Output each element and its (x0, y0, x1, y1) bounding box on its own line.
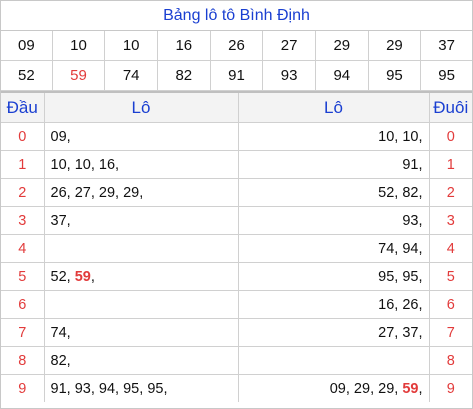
lo-left-cell: 26, 27, 29, 29, (44, 178, 239, 207)
loto-row: 0 09, 10, 10, 0 (1, 122, 472, 151)
lo-right-cell: 52, 82, (238, 178, 430, 207)
dau-cell: 4 (1, 234, 45, 263)
prize-number: 10 (104, 31, 158, 61)
prize-number: 10 (52, 31, 106, 61)
prize-number: 95 (368, 60, 422, 91)
board-title: Bảng lô tô Bình Định (1, 1, 472, 31)
lo-left-cell: 09, (44, 122, 239, 151)
lo-right-cell (238, 346, 430, 375)
duoi-cell: 3 (429, 206, 472, 235)
lo-right-cell: 74, 94, (238, 234, 430, 263)
loto-table: Đầu Lô Lô Đuôi 0 09, 10, 10, 0 1 10, 10, 16, 9… (1, 91, 472, 402)
loto-row: 3 37, 93, 3 (1, 206, 472, 235)
header-lo-left: Lô (44, 92, 239, 123)
duoi-cell: 7 (429, 318, 472, 347)
duoi-cell: 4 (429, 234, 472, 263)
lo-right-cell: 93, (238, 206, 430, 235)
loto-header-row: Đầu Lô Lô Đuôi (1, 92, 472, 123)
dau-cell: 8 (1, 346, 45, 375)
prize-number: 52 (1, 60, 53, 91)
dau-cell: 6 (1, 290, 45, 319)
prize-number: 37 (420, 31, 472, 61)
loto-row: 7 74, 27, 37, 7 (1, 318, 472, 347)
prize-number: 16 (157, 31, 211, 61)
lo-right-cell: 27, 37, (238, 318, 430, 347)
header-duoi: Đuôi (429, 92, 472, 123)
duoi-cell: 5 (429, 262, 472, 291)
dau-cell: 3 (1, 206, 45, 235)
header-dau: Đầu (1, 92, 45, 123)
highlighted-number: 59 (74, 268, 91, 285)
dau-cell: 2 (1, 178, 45, 207)
duoi-cell: 0 (429, 122, 472, 151)
highlighted-number: 59 (402, 380, 419, 397)
dau-cell: 9 (1, 374, 45, 402)
loto-row: 4 74, 94, 4 (1, 234, 472, 263)
prize-number: 93 (262, 60, 316, 91)
duoi-cell: 2 (429, 178, 472, 207)
lo-left-cell: 82, (44, 346, 239, 375)
lo-left-cell: 52, 59, (44, 262, 239, 291)
lo-right-cell: 16, 26, (238, 290, 430, 319)
lo-left-cell: 91, 93, 94, 95, 95, (44, 374, 239, 402)
loto-body: 0 09, 10, 10, 0 1 10, 10, 16, 91, 1 2 26, 27, 29,… (1, 122, 472, 402)
loto-row: 2 26, 27, 29, 29, 52, 82, 2 (1, 178, 472, 207)
lo-right-cell: 10, 10, (238, 122, 430, 151)
loto-row: 1 10, 10, 16, 91, 1 (1, 150, 472, 179)
prize-number: 74 (104, 60, 158, 91)
dau-cell: 5 (1, 262, 45, 291)
prize-number: 91 (210, 60, 264, 91)
dau-cell: 0 (1, 122, 45, 151)
lo-left-cell: 37, (44, 206, 239, 235)
lo-left-cell: 10, 10, 16, (44, 150, 239, 179)
lo-left-cell (44, 234, 239, 263)
duoi-cell: 8 (429, 346, 472, 375)
prize-row-1: 09 10 10 16 26 27 29 29 37 (1, 31, 472, 61)
prize-number: 29 (368, 31, 422, 61)
prize-number: 29 (315, 31, 369, 61)
lo-right-cell: 09, 29, 29, 59, (238, 374, 430, 402)
dau-cell: 1 (1, 150, 45, 179)
prize-numbers-table: 09 10 10 16 26 27 29 29 37 52 59 74 82 91 93 94 95 95 (1, 31, 472, 91)
duoi-cell: 6 (429, 290, 472, 319)
prize-number: 09 (1, 31, 53, 61)
prize-number: 94 (315, 60, 369, 91)
prize-number: 95 (420, 60, 472, 91)
prize-number: 59 (52, 60, 106, 91)
prize-number: 26 (210, 31, 264, 61)
prize-number: 82 (157, 60, 211, 91)
dau-cell: 7 (1, 318, 45, 347)
lo-left-cell (44, 290, 239, 319)
duoi-cell: 1 (429, 150, 472, 179)
loto-row: 9 91, 93, 94, 95, 95, 09, 29, 29, 59, 9 (1, 374, 472, 402)
prize-number: 27 (262, 31, 316, 61)
loto-row: 5 52, 59, 95, 95, 5 (1, 262, 472, 291)
lo-right-cell: 91, (238, 150, 430, 179)
header-lo-right: Lô (238, 92, 430, 123)
loto-row: 6 16, 26, 6 (1, 290, 472, 319)
lo-left-cell: 74, (44, 318, 239, 347)
lo-right-cell: 95, 95, (238, 262, 430, 291)
loto-row: 8 82, 8 (1, 346, 472, 375)
prize-row-2: 52 59 74 82 91 93 94 95 95 (1, 60, 472, 91)
duoi-cell: 9 (446, 380, 455, 397)
